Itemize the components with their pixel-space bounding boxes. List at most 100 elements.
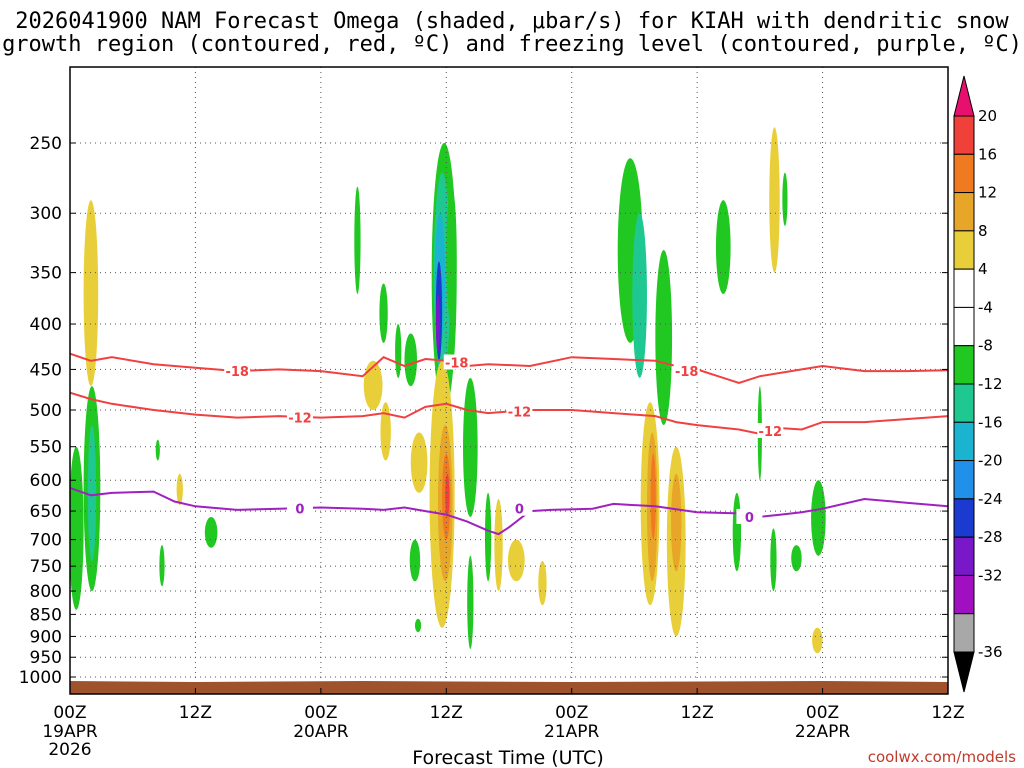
- y-axis-pressure-ticks: 2503003504004505005506006507007508008509…: [19, 134, 948, 688]
- colorbar-label-8: -16: [978, 413, 1003, 431]
- colorbar-label-4: 4: [978, 260, 988, 278]
- chart-title-line-2: growth region (contoured, red, ºC) and f…: [2, 32, 1022, 57]
- omega-cell-0: [70, 446, 84, 610]
- contour-layer: -18 -18 -18 -12 -12 -12 0 0 0: [70, 352, 948, 536]
- x-axis-title: Forecast Time (UTC): [412, 747, 603, 768]
- colorbar-box-7: [953, 383, 975, 423]
- colorbar-label-10: -24: [978, 490, 1003, 508]
- colorbar-box-5: [953, 306, 975, 347]
- omega-cell-8: [354, 186, 361, 295]
- xtick-date-6: 22APR: [795, 722, 851, 742]
- omega-cell-49: [812, 627, 823, 654]
- ytick-label-750: 750: [30, 557, 62, 577]
- ytick-label-400: 400: [30, 315, 62, 335]
- omega-cell-11: [379, 283, 388, 343]
- omega-shading-layer: [70, 127, 826, 654]
- xtick-year-0: 2026: [48, 740, 91, 760]
- chart-title-line-1: 2026041900 NAM Forecast Omega (shaded, μ…: [15, 9, 1009, 34]
- ground-terrain-strip: [70, 681, 948, 694]
- colorbar-box-1: [953, 153, 975, 194]
- colorbar-bottom-triangle: [953, 651, 975, 693]
- contour-label-0-0: -18: [225, 365, 249, 380]
- omega-cell-7: [159, 545, 165, 587]
- contour-label-bg-1-2: [757, 422, 784, 438]
- omega-cell-16: [414, 618, 422, 633]
- contour-label-2-2: 0: [745, 511, 754, 526]
- contour-label-bg-0-1: [443, 354, 470, 370]
- ytick-label-300: 300: [30, 204, 62, 224]
- colorbar-box-10: [953, 498, 975, 538]
- omega-cell-9: [363, 360, 383, 411]
- ytick-label-700: 700: [30, 531, 62, 551]
- omega-cell-1: [83, 200, 99, 387]
- contour-label-bg-0-2: [673, 363, 700, 379]
- colorbar: 20 16 12 8 4 -4 -8 -12 -16 -20 -24 -28 -32 -36: [953, 75, 1003, 693]
- ytick-label-1000: 1000: [19, 668, 62, 688]
- ytick-label-900: 900: [30, 627, 62, 647]
- omega-cell-40: [671, 473, 682, 572]
- colorbar-box-8: [953, 421, 975, 462]
- contour-label-1-2: -12: [759, 425, 783, 440]
- xtick-date-4: 21APR: [544, 722, 600, 742]
- contour-label-bg-1-1: [506, 403, 533, 419]
- ytick-label-550: 550: [30, 438, 62, 458]
- contour-label-0-1: -18: [445, 357, 469, 372]
- omega-cell-28: [467, 555, 474, 650]
- colorbar-label-7: -12: [978, 375, 1003, 393]
- plot-frame: [69, 66, 949, 695]
- colorbar-top-triangle: [953, 75, 975, 117]
- ytick-label-650: 650: [30, 502, 62, 522]
- colorbar-label-0: 20: [978, 107, 997, 125]
- omega-cell-48: [811, 480, 826, 556]
- ytick-label-800: 800: [30, 582, 62, 602]
- plot-area-background: [70, 67, 948, 694]
- contour-label-1-0: -12: [288, 412, 312, 427]
- xtick-label-3: 12Z: [430, 703, 463, 723]
- ytick-label-950: 950: [30, 648, 62, 668]
- xtick-label-2: 00Z: [304, 703, 337, 723]
- contour-label-2-1: 0: [515, 503, 524, 518]
- omega-cell-44: [782, 172, 788, 226]
- omega-cell-42: [732, 492, 742, 572]
- omega-cell-47: [791, 545, 802, 572]
- contour-label-1-1: -12: [508, 406, 532, 421]
- xtick-label-5: 12Z: [681, 703, 714, 723]
- ytick-label-600: 600: [30, 471, 62, 491]
- xtick-label-1: 12Z: [179, 703, 212, 723]
- ytick-label-850: 850: [30, 605, 62, 625]
- xtick-label-7: 12Z: [931, 703, 964, 723]
- colorbar-box-12: [953, 574, 975, 615]
- ytick-label-500: 500: [30, 401, 62, 421]
- colorbar-label-5: -4: [978, 298, 993, 316]
- colorbar-box-4: [953, 268, 975, 308]
- omega-cell-30: [494, 499, 503, 592]
- contour-label-bg-1-0: [286, 409, 313, 425]
- ytick-label-350: 350: [30, 264, 62, 284]
- xtick-date-2: 20APR: [293, 722, 349, 742]
- colorbar-box-2: [953, 192, 975, 232]
- omega-cell-38: [650, 453, 656, 540]
- colorbar-label-12: -32: [978, 566, 1003, 584]
- omega-cell-32: [538, 561, 547, 606]
- colorbar-box-0: [953, 115, 975, 155]
- colorbar-label-3: 8: [978, 222, 988, 240]
- omega-cell-34: [632, 213, 647, 378]
- contour-label-0-2: -18: [675, 365, 699, 380]
- colorbar-box-11: [953, 536, 975, 576]
- omega-cell-13: [404, 333, 418, 387]
- omega-cell-35: [655, 249, 673, 426]
- omega-cell-21: [435, 294, 441, 352]
- colorbar-label-13: -36: [978, 643, 1003, 661]
- colorbar-label-1: 16: [978, 145, 997, 163]
- xtick-label-4: 00Z: [555, 703, 588, 723]
- contour-label-2-0: 0: [295, 503, 304, 518]
- contour-line-1: [70, 391, 948, 435]
- ytick-label-250: 250: [30, 134, 62, 154]
- contour-line-2: [70, 486, 948, 536]
- colorbar-label-2: 12: [978, 184, 997, 202]
- omega-cell-4: [155, 439, 160, 461]
- contour-line-0: [70, 352, 948, 384]
- omega-cell-14: [410, 432, 428, 493]
